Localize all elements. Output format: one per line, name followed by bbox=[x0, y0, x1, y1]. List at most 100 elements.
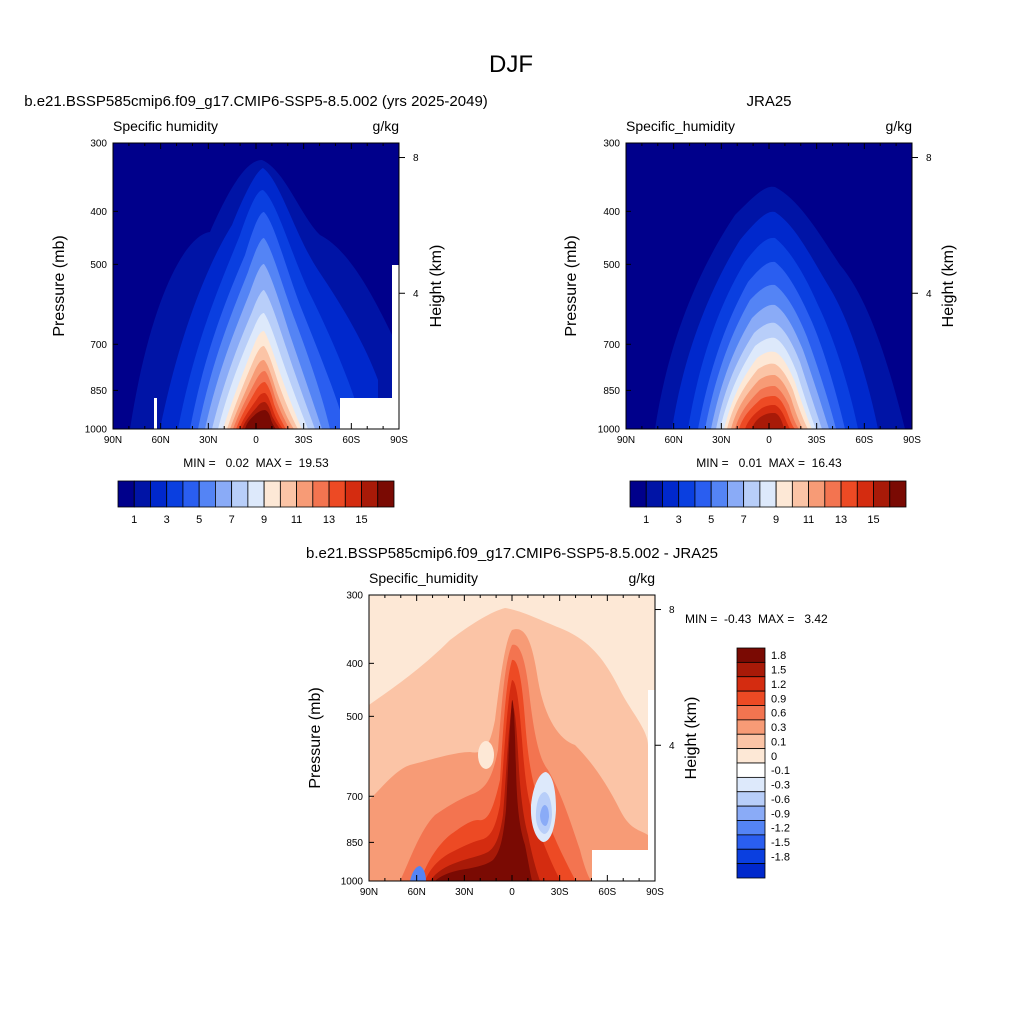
x-tick-label: 60S bbox=[855, 435, 873, 446]
contour-fill-min-center bbox=[478, 741, 494, 769]
colorbar-swatch bbox=[182, 480, 200, 508]
colorbar-swatch bbox=[736, 733, 766, 750]
x-ticks: 90N 60N 30N 0 30S 60S 90S bbox=[617, 143, 921, 446]
y-tick-label: 400 bbox=[90, 207, 107, 218]
y-ticks: 300 400 500 700 850 1000 bbox=[85, 139, 118, 436]
x-tick-label: 60N bbox=[664, 435, 682, 446]
y-axis-right-label: Height (km) bbox=[428, 245, 445, 328]
colorbar-swatch bbox=[279, 480, 297, 508]
colorbar: 1 3 5 7 9 11 13 15 bbox=[117, 480, 395, 526]
x-tick-label: 30N bbox=[712, 435, 730, 446]
panel-jra25-title: JRA25 bbox=[746, 93, 791, 110]
x-tick-label: 60N bbox=[151, 435, 169, 446]
min-max-stats: MIN = 0.01 MAX = 16.43 bbox=[696, 456, 842, 470]
colorbar-label: 1.2 bbox=[771, 679, 786, 691]
colorbar-label: -1.5 bbox=[771, 837, 790, 849]
colorbar-swatch bbox=[736, 820, 766, 836]
colorbar-swatch bbox=[150, 480, 168, 508]
colorbar-swatch bbox=[736, 676, 766, 692]
x-tick-label: 30S bbox=[295, 435, 313, 446]
panel-model-contours bbox=[113, 143, 399, 429]
colorbar-swatch bbox=[629, 480, 647, 508]
contour-fill-15 bbox=[752, 413, 785, 429]
x-tick-label: 90N bbox=[360, 887, 378, 898]
y-axis-label: Pressure (mb) bbox=[51, 235, 68, 336]
y-ticks: 300 400 500 700 850 1000 bbox=[341, 591, 374, 888]
colorbar: 1 3 5 7 9 11 13 15 bbox=[629, 480, 907, 526]
x-tick-label: 60N bbox=[407, 887, 425, 898]
y-axis-label: Pressure (mb) bbox=[307, 687, 324, 788]
colorbar-label: 13 bbox=[323, 514, 335, 526]
colorbar-swatch bbox=[791, 480, 809, 508]
colorbar-swatch bbox=[662, 480, 680, 508]
x-tick-label: 60S bbox=[342, 435, 360, 446]
panel-model-variable: Specific humidity bbox=[113, 118, 218, 134]
x-tick-label: 30S bbox=[551, 887, 569, 898]
panel-jra25-variable: Specific_humidity bbox=[626, 118, 735, 134]
missing-data-patch bbox=[340, 398, 399, 429]
x-tick-label: 0 bbox=[766, 435, 772, 446]
x-tick-label: 30S bbox=[808, 435, 826, 446]
colorbar-label: 9 bbox=[261, 514, 267, 526]
colorbar-swatch bbox=[312, 480, 330, 508]
missing-data-strip bbox=[154, 398, 157, 429]
colorbar-swatch bbox=[328, 480, 346, 508]
colorbar-label: 0 bbox=[771, 751, 777, 763]
height-ticks: 84 bbox=[655, 605, 675, 752]
colorbar-swatch bbox=[759, 480, 777, 508]
colorbar-label: 0.9 bbox=[771, 693, 786, 705]
panel-jra25-units: g/kg bbox=[886, 118, 912, 134]
panel-difference-contours bbox=[369, 595, 655, 881]
contour-fill-16 bbox=[245, 410, 276, 429]
colorbar-swatch bbox=[736, 805, 766, 821]
y-tick-label: 1000 bbox=[341, 877, 364, 888]
colorbar-swatch bbox=[736, 776, 766, 793]
colorbar-label: -0.3 bbox=[771, 780, 790, 792]
colorbar-swatch bbox=[361, 480, 379, 508]
contour-fill-neg-0p6 bbox=[540, 805, 549, 826]
y-axis-right-label: Height (km) bbox=[683, 697, 700, 780]
colorbar-swatch bbox=[808, 480, 826, 508]
colorbar-swatch bbox=[736, 647, 766, 663]
colorbar-swatch bbox=[736, 661, 766, 678]
y-tick-label: 700 bbox=[346, 792, 363, 803]
height-tick-label: 8 bbox=[926, 153, 932, 164]
colorbar-label: 3 bbox=[164, 514, 170, 526]
colorbar-swatch bbox=[736, 791, 766, 807]
colorbar-label: 1 bbox=[643, 514, 649, 526]
colorbar-swatch bbox=[117, 480, 135, 508]
colorbar-swatch bbox=[694, 480, 712, 508]
colorbar-swatch bbox=[710, 480, 728, 508]
x-tick-label: 30N bbox=[455, 887, 473, 898]
x-tick-label: 60S bbox=[598, 887, 616, 898]
colorbar-swatch bbox=[727, 480, 745, 508]
missing-data-edge bbox=[648, 690, 655, 850]
y-tick-label: 1000 bbox=[85, 425, 108, 436]
colorbar-label: 7 bbox=[741, 514, 747, 526]
colorbar-swatch bbox=[736, 834, 766, 850]
y-tick-label: 400 bbox=[603, 207, 620, 218]
x-tick-label: 90S bbox=[390, 435, 408, 446]
y-tick-label: 300 bbox=[346, 591, 363, 602]
colorbar-label: 1.8 bbox=[771, 650, 786, 662]
x-ticks: 90N 60N 30N 0 30S 60S 90S bbox=[104, 143, 408, 446]
y-tick-label: 700 bbox=[603, 340, 620, 351]
colorbar-swatch bbox=[263, 480, 281, 508]
y-tick-label: 500 bbox=[346, 712, 363, 723]
x-tick-label: 90S bbox=[646, 887, 664, 898]
colorbar-swatch bbox=[824, 480, 842, 508]
colorbar-swatch bbox=[736, 848, 766, 865]
panel-jra25-contours bbox=[626, 143, 912, 429]
height-tick-label: 8 bbox=[413, 153, 419, 164]
height-tick-label: 8 bbox=[669, 605, 675, 616]
x-tick-label: 0 bbox=[253, 435, 259, 446]
y-tick-label: 850 bbox=[603, 386, 620, 397]
missing-data-patch bbox=[592, 850, 655, 881]
y-tick-label: 1000 bbox=[598, 425, 621, 436]
x-tick-label: 90N bbox=[617, 435, 635, 446]
missing-data-edge bbox=[392, 265, 399, 398]
panel-model-title: b.e21.BSSP585cmip6.f09_g17.CMIP6-SSP5-8.… bbox=[24, 93, 488, 110]
min-max-stats: MIN = 0.02 MAX = 19.53 bbox=[183, 456, 329, 470]
panel-difference-variable: Specific_humidity bbox=[369, 570, 478, 586]
colorbar-label: 9 bbox=[773, 514, 779, 526]
